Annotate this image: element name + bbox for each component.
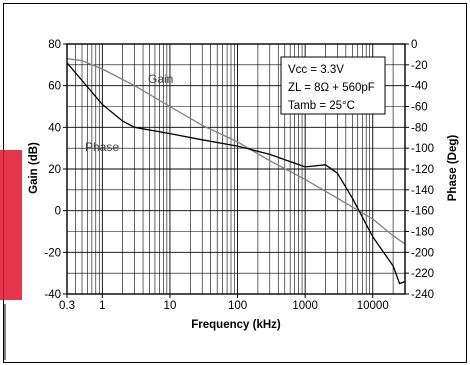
y-right-tick-label: -160: [411, 206, 434, 218]
conditions-temp: Tamb = 25°C: [288, 100, 355, 112]
y-right-tick-label: -180: [411, 227, 434, 239]
x-tick-label: 0.3: [59, 300, 75, 312]
gain-curve-label: Gain: [148, 72, 173, 86]
y-left-tick-label: 80: [48, 39, 61, 51]
chart-series: [66, 57, 406, 285]
y-left-tick-label: -20: [44, 247, 61, 259]
y-right-tick-label: 0: [411, 39, 417, 51]
series-line-phase: [66, 62, 406, 285]
y-left-tick-label: 60: [48, 81, 61, 93]
x-tick-label: 10000: [357, 300, 389, 312]
conditions-vcc: Vcc = 3.3V: [288, 64, 344, 76]
series-line-gain: [66, 57, 406, 245]
y-right-tick-label: -60: [411, 102, 428, 114]
y-right-tick-label: -220: [411, 268, 434, 280]
x-tick-label: 100: [228, 300, 247, 312]
y-right-axis-ticks: 0 -20 -40 -60 -80 -100 -120 -140 -160 -180 -200 -22…: [405, 39, 434, 301]
phase-curve-label: Phase: [85, 140, 119, 154]
y-left-axis-label: Gain (dB): [28, 142, 40, 194]
y-right-tick-label: -80: [411, 122, 428, 134]
y-right-tick-label: -240: [411, 289, 434, 301]
y-left-tick-label: 40: [48, 122, 61, 134]
y-right-axis-label: Phase (Deg): [447, 135, 459, 202]
x-tick-label: 1: [99, 300, 105, 312]
y-right-tick-label: -20: [411, 60, 428, 72]
conditions-box: Vcc = 3.3V ZL = 8Ω + 560pF Tamb = 25°C: [280, 56, 386, 115]
watermark: [0, 150, 22, 300]
y-left-axis-ticks: -40 -20 0 20 40 60 80: [44, 39, 67, 301]
y-right-tick-label: -140: [411, 185, 434, 197]
y-right-tick-label: -100: [411, 143, 434, 155]
y-right-tick-label: -200: [411, 247, 434, 259]
x-tick-label: 10: [164, 300, 177, 312]
conditions-load: ZL = 8Ω + 560pF: [288, 82, 375, 94]
x-tick-label: 1000: [292, 300, 318, 312]
y-left-tick-label: 20: [48, 164, 61, 176]
x-axis-label: Frequency (kHz): [191, 319, 281, 331]
y-right-tick-label: -40: [411, 81, 428, 93]
x-axis-ticks: 0.3 1 10 100 1000 10000: [59, 294, 389, 312]
y-left-tick-label: -40: [44, 289, 61, 301]
y-right-tick-label: -120: [411, 164, 434, 176]
y-left-tick-label: 0: [55, 206, 61, 218]
